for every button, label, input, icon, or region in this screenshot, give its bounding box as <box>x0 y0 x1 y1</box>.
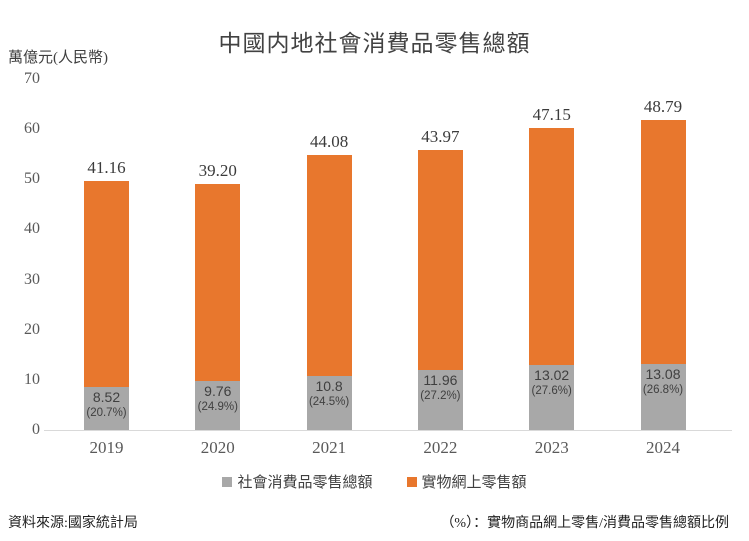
bar-inner-percentage: (24.9%) <box>197 401 238 414</box>
y-axis-tick-label: 70 <box>24 69 40 87</box>
bar-segment-online-2024 <box>640 119 686 365</box>
bar-inner-label-2024: 13.08 (26.8%) <box>618 366 708 398</box>
bar-segment-online-2020 <box>195 184 241 382</box>
bar-segment-total-2024 <box>640 364 686 430</box>
bar-segment-total-2019 <box>84 387 129 430</box>
bar-segment-online-2021 <box>306 154 352 376</box>
x-axis-label-2023: 2023 <box>534 438 569 457</box>
bar-inner-value: 13.02 <box>534 366 570 383</box>
y-axis-tick-label: 50 <box>24 170 40 188</box>
bar-inner-label-2020: 9.76 (24.9%) <box>173 383 263 415</box>
bar-segment-total-2021 <box>306 375 352 430</box>
legend-item-orange: 實物網上零售額 <box>406 471 527 492</box>
x-axis-label-2020: 2020 <box>200 438 235 457</box>
y-axis-tick-label: 40 <box>24 220 40 238</box>
bar-inner-value: 10.8 <box>315 377 343 394</box>
bar-value-label-2023: 47.15 <box>532 105 571 125</box>
chart-legend: 社會消費品零售總額 實物網上零售額 <box>0 471 749 492</box>
legend-label-orange: 實物網上零售額 <box>421 475 527 491</box>
bar-value-label-2019: 41.16 <box>87 157 126 177</box>
x-axis-label-2022: 2022 <box>423 438 458 457</box>
bar-segment-online-2019 <box>84 180 129 388</box>
bar-inner-value: 13.08 <box>645 366 681 383</box>
y-axis-tick-label: 20 <box>24 320 40 338</box>
chart-title: 中國内地社會消費品零售總額 <box>218 31 531 56</box>
orange-swatch-icon <box>406 476 417 487</box>
legend-item-gray: 社會消費品零售總額 <box>222 471 373 492</box>
bar-segment-total-2022 <box>417 370 463 430</box>
percentage-definition-note: （%）：實物商品網上零售/消費品零售總額比例 <box>440 516 729 531</box>
bar-segment-online-2023 <box>529 128 575 365</box>
y-axis-tick-label: 30 <box>24 270 40 288</box>
bar-value-label-2021: 44.08 <box>309 131 349 151</box>
bar-inner-value: 9.76 <box>204 383 232 400</box>
bar-inner-percentage: (27.2%) <box>420 390 461 403</box>
bar-inner-label-2019: 8.52 (20.7%) <box>62 389 152 421</box>
bar-value-label-2022: 43.97 <box>421 126 460 146</box>
data-source-note: 資料來源:國家統計局 <box>8 516 138 531</box>
bar-inner-value: 11.96 <box>423 372 458 389</box>
bar-inner-percentage: (27.6%) <box>531 384 572 397</box>
bar-inner-percentage: (26.8%) <box>642 384 684 397</box>
legend-label-gray: 社會消費品零售總額 <box>237 475 373 491</box>
bar-inner-label-2021: 10.8 (24.5%) <box>284 378 374 410</box>
y-axis-tick-label: 10 <box>24 370 40 388</box>
bar-segment-total-2020 <box>195 381 241 430</box>
y-axis-unit-label: 萬億元(人民幣) <box>8 50 108 66</box>
x-axis-line <box>44 430 732 431</box>
bar-inner-percentage: (20.7%) <box>86 407 127 420</box>
bar-segment-online-2022 <box>417 149 463 371</box>
bar-inner-label-2023: 13.02 (27.6%) <box>507 367 597 399</box>
bar-inner-percentage: (24.5%) <box>308 395 350 408</box>
bar-segment-total-2023 <box>529 364 575 430</box>
y-axis-tick-label: 0 <box>32 421 40 438</box>
y-axis-tick-label: 60 <box>24 120 40 138</box>
bar-value-label-2024: 48.79 <box>643 96 683 116</box>
x-axis-label-2024: 2024 <box>646 438 680 457</box>
bar-inner-label-2022: 11.96 (27.2%) <box>395 372 485 404</box>
bar-inner-value: 8.52 <box>92 389 121 406</box>
gray-swatch-icon <box>222 476 233 487</box>
bar-value-label-2020: 39.20 <box>198 161 237 181</box>
x-axis-label-2019: 2019 <box>89 438 124 457</box>
x-axis-label-2021: 2021 <box>312 438 347 457</box>
